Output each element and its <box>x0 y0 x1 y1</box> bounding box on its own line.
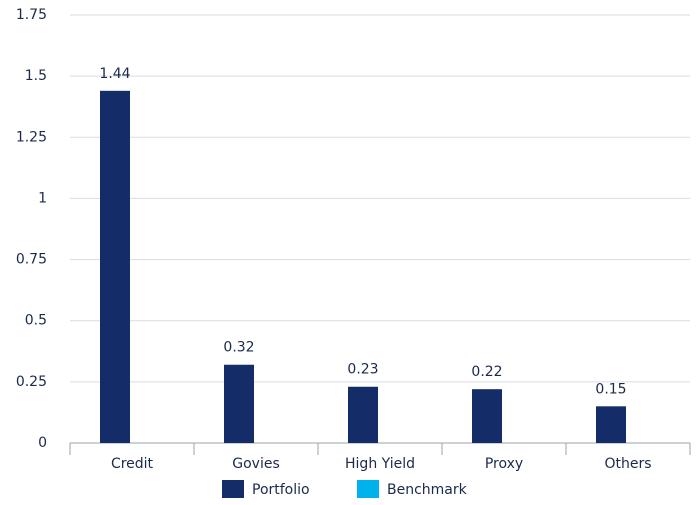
y-tick-label: 0.25 <box>16 374 47 390</box>
data-label: 1.44 <box>99 66 130 82</box>
y-tick-label: 0.5 <box>25 313 47 329</box>
x-tick-label: Credit <box>111 456 154 472</box>
legend-label: Benchmark <box>387 482 468 498</box>
y-tick-label: 1 <box>38 190 47 206</box>
data-label: 0.23 <box>347 362 378 378</box>
data-label: 0.32 <box>223 340 254 356</box>
bar <box>224 364 254 443</box>
data-label: 0.15 <box>595 381 626 397</box>
bar <box>348 386 378 443</box>
y-tick-label: 0 <box>38 435 47 451</box>
x-tick-label: Others <box>604 456 651 472</box>
legend-label: Portfolio <box>252 482 310 498</box>
y-tick-label: 0.75 <box>16 252 47 268</box>
y-tick-label: 1.5 <box>25 68 47 84</box>
bar <box>472 389 502 443</box>
data-label: 0.22 <box>471 364 502 380</box>
x-tick-label: Govies <box>232 456 280 472</box>
bar <box>596 406 626 443</box>
y-tick-label: 1.75 <box>16 7 47 23</box>
x-tick-label: High Yield <box>345 456 415 472</box>
bar <box>100 90 130 444</box>
legend-swatch <box>222 480 244 498</box>
y-tick-label: 1.25 <box>16 129 47 145</box>
legend-swatch <box>357 480 379 498</box>
x-tick-label: Proxy <box>485 456 523 472</box>
